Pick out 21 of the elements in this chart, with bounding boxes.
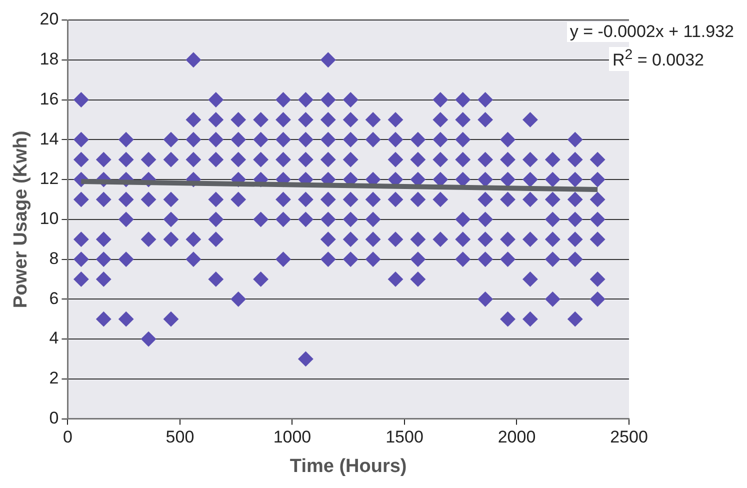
y-axis-title: Power Usage (Kwh) <box>10 130 32 308</box>
y-tick-label: 8 <box>49 248 59 268</box>
y-tick-label: 6 <box>49 288 59 308</box>
y-tick-label: 18 <box>40 50 59 69</box>
annotation: R$^{2}$ = 0.0032 <box>609 47 707 71</box>
y-tick-label: 4 <box>49 328 59 348</box>
x-tick-label: 1000 <box>273 428 312 447</box>
x-tick-label: 2000 <box>498 428 536 447</box>
x-tick-label: 2500 <box>610 428 648 447</box>
x-tick-label: 500 <box>166 428 194 447</box>
y-tick-label: 16 <box>40 89 59 108</box>
y-tick-label: 0 <box>49 408 59 428</box>
y-tick-label: 10 <box>40 209 59 228</box>
y-tick-label: 12 <box>40 169 59 188</box>
x-tick-label: 0 <box>62 428 72 447</box>
x-tick-label: 1500 <box>386 428 424 447</box>
annotation: y = -0.0002x + 11.932 <box>566 22 737 42</box>
x-axis-title: Time (Hours) <box>290 456 407 477</box>
y-tick-label: 20 <box>40 10 59 29</box>
y-tick-label: 14 <box>40 129 59 148</box>
y-tick-label: 2 <box>49 368 59 388</box>
